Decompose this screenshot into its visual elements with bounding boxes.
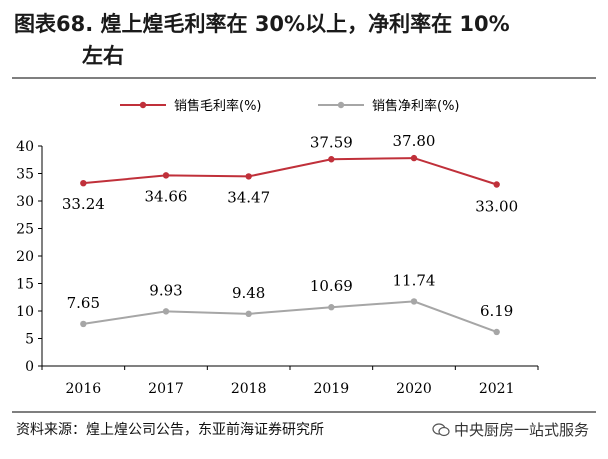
data-point <box>328 156 335 163</box>
x-tick-label: 2020 <box>396 381 432 397</box>
y-tick-label: 35 <box>16 167 34 183</box>
legend-marker <box>139 101 147 109</box>
data-point <box>493 328 500 336</box>
data-label: 9.48 <box>232 284 265 302</box>
data-point <box>80 179 87 187</box>
data-point <box>162 172 170 179</box>
bottom-divider <box>12 411 596 413</box>
y-tick-label: 25 <box>16 222 34 238</box>
data-label: 33.24 <box>62 195 105 213</box>
data-label: 6.19 <box>480 302 513 320</box>
x-tick-label: 2018 <box>231 381 267 397</box>
y-tick-label: 5 <box>25 332 34 348</box>
legend-label: 销售毛利率(%) <box>174 98 262 114</box>
data-point <box>245 310 252 318</box>
chart-title-line1: 图表68. 煌上煌毛利率在 30%以上，净利率在 10% <box>14 12 510 36</box>
y-tick-label: 10 <box>16 304 34 320</box>
data-label: 37.80 <box>393 132 436 150</box>
data-point <box>410 298 418 305</box>
top-divider <box>12 77 596 79</box>
legend-label: 销售净利率(%) <box>372 98 460 114</box>
watermark-text: 中央厨房一站式服务 <box>454 421 590 439</box>
series-line-2 <box>83 300 498 333</box>
x-tick-label: 2021 <box>479 381 515 397</box>
x-tick-label: 2016 <box>66 381 102 397</box>
chart-title-line2: 左右 <box>82 44 124 68</box>
chart-title: 图表68. 煌上煌毛利率在 30%以上，净利率在 10% 左右 <box>14 8 594 72</box>
x-tick-label: 2019 <box>314 381 350 397</box>
x-tick-label: 2017 <box>148 381 184 397</box>
data-point <box>80 320 87 328</box>
legend-marker <box>337 101 345 109</box>
y-tick-label: 40 <box>16 139 34 155</box>
data-label: 11.74 <box>393 271 436 289</box>
data-point <box>328 304 335 311</box>
wechat-icon <box>432 422 450 436</box>
y-tick-label: 20 <box>16 249 34 265</box>
data-point <box>162 308 170 315</box>
data-label: 9.93 <box>149 281 182 299</box>
y-tick-label: 15 <box>16 277 34 293</box>
data-label: 37.59 <box>310 133 353 151</box>
data-label: 34.66 <box>145 187 188 205</box>
data-label: 34.47 <box>227 188 270 206</box>
source-note: 资料来源：煌上煌公司公告，东亚前海证券研究所 <box>16 422 324 438</box>
data-label: 10.69 <box>310 277 353 295</box>
y-tick-label: 0 <box>25 359 34 375</box>
data-point <box>410 154 418 162</box>
data-label: 7.65 <box>67 294 100 312</box>
series-line-1 <box>83 157 497 186</box>
watermark: 中央厨房一站式服务 <box>432 419 589 440</box>
data-label: 33.00 <box>475 198 518 216</box>
data-point <box>245 173 252 180</box>
y-tick-label: 30 <box>16 194 34 210</box>
data-point <box>493 181 500 188</box>
